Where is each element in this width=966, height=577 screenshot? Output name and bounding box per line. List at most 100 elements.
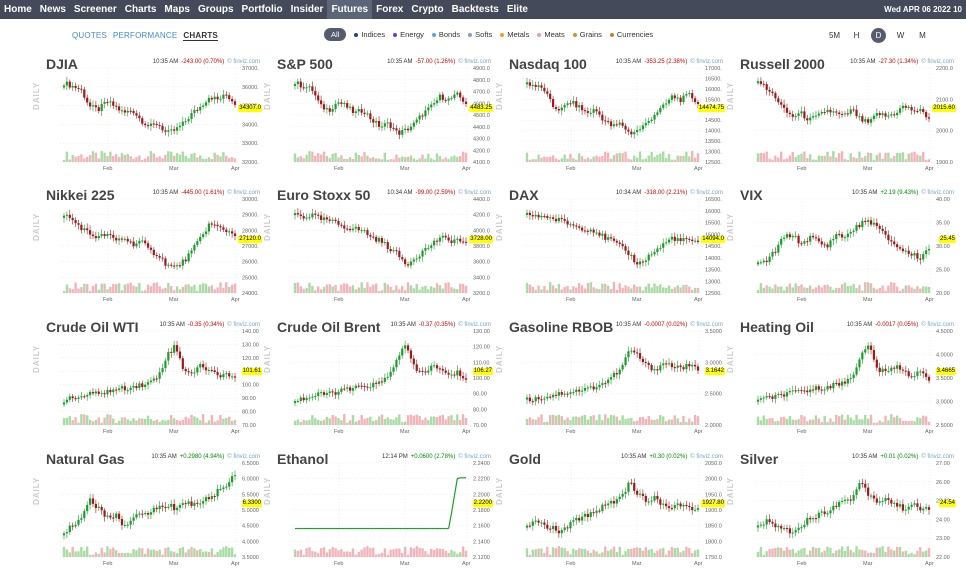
nav-futures[interactable]: Futures [327, 0, 373, 19]
nav-news[interactable]: News [39, 4, 66, 15]
tab-quotes[interactable]: QUOTES [72, 31, 107, 40]
chart-title[interactable]: Heating Oil [740, 319, 814, 335]
nav-insider[interactable]: Insider [290, 4, 324, 15]
chart-panel[interactable]: 16500.016000.015500.015000.014500.014000… [495, 187, 725, 312]
candle-body [161, 368, 164, 373]
chart-panel[interactable]: 40.00 35.00 30.00 25.00 20.00 Feb Mar Apr VIX 10:… [726, 187, 956, 312]
chart-title[interactable]: Silver [740, 451, 779, 467]
chart-title[interactable]: S&P 500 [277, 56, 333, 72]
chart-title[interactable]: Ethanol [277, 451, 329, 467]
chart-panel[interactable]: 27.0026.0025.0024.0023.0022.00FebMarAprS… [726, 451, 956, 576]
volume-bar [348, 286, 352, 293]
candle-body [68, 396, 71, 400]
candle-body [777, 244, 780, 253]
volume-bar [919, 155, 922, 162]
candle-body [435, 100, 439, 104]
chart-meta: 10:35 AM -0.0007 (0.02%) © finviz.com [616, 322, 723, 328]
timeframe-m[interactable]: M [919, 31, 926, 40]
volume-bar [152, 420, 156, 425]
filter-grains[interactable]: Grains [572, 30, 602, 39]
filter-all[interactable]: All [324, 28, 347, 41]
chart-title[interactable]: Nikkei 225 [46, 187, 115, 203]
chart-panel[interactable]: 130.00 120.00 110.00 100.00 90.00 80.00 70.00 F… [263, 319, 493, 444]
nav-backtests[interactable]: Backtests [451, 4, 499, 15]
candle-body [927, 117, 931, 119]
chart-title[interactable]: DJIA [46, 56, 78, 72]
chart-title[interactable]: Natural Gas [46, 451, 125, 467]
candle-body [453, 94, 456, 99]
nav-forex[interactable]: Forex [376, 4, 404, 15]
volume-bar [201, 158, 205, 162]
chart-title[interactable]: Euro Stoxx 50 [277, 187, 371, 203]
volume-bar [216, 551, 219, 557]
candle-body [878, 501, 881, 503]
volume-bar [392, 289, 395, 293]
chart-panel[interactable]: 2050.002000.001950.001900.001850.001800.… [495, 451, 725, 576]
candle-body [919, 371, 922, 373]
volume-bar [551, 155, 555, 162]
y-tick-label: 13000.0 [705, 150, 722, 156]
nav-screener[interactable]: Screener [73, 4, 117, 15]
chart-panel[interactable]: 2.2400 2.2200 2.2000 2.1800 2.1600 2.1400 2.12… [263, 451, 493, 576]
nav-groups[interactable]: Groups [197, 4, 234, 15]
nav-home[interactable]: Home [4, 4, 32, 15]
volume-bar [109, 414, 112, 425]
nav-portfolio[interactable]: Portfolio [241, 4, 283, 15]
volume-bar [566, 158, 569, 162]
candle-body [528, 82, 531, 86]
volume-bar [74, 156, 77, 162]
chart-panel[interactable]: 3.5000 3.0000 2.5000 2.0000 Feb Mar Apr Gasolin… [495, 319, 725, 444]
chart-title[interactable]: Russell 2000 [740, 56, 825, 72]
filter-softs[interactable]: Softs [468, 30, 492, 39]
chart-panel[interactable]: 4900.004800.004700.004600.004500.004400.… [263, 56, 493, 181]
filter-energy[interactable]: Energy [393, 30, 424, 39]
chart-title[interactable]: DAX [509, 187, 539, 203]
tab-performance[interactable]: PERFORMANCE [112, 31, 178, 40]
nav-charts[interactable]: Charts [124, 4, 157, 15]
candle-body [181, 121, 184, 126]
candle-body [694, 509, 697, 511]
volume-bar [528, 284, 532, 293]
chart-panel[interactable]: 6.5000 6.0000 5.5000 5.0000 4.5000 4.0000 3.50… [32, 451, 262, 576]
chart-title[interactable]: VIX [740, 187, 763, 203]
volume-bar [441, 415, 445, 425]
y-tick-label: 2.5000 [936, 423, 953, 429]
nav-crypto[interactable]: Crypto [411, 4, 444, 15]
filter-meats[interactable]: Meats [537, 30, 565, 39]
chart-panel[interactable]: 37000.036000.035000.034000.033000.032000… [32, 56, 262, 181]
timeframe-5m[interactable]: 5M [828, 31, 841, 40]
nav-elite[interactable]: Elite [506, 4, 528, 15]
chart-panel[interactable]: 30000.029000.028000.027000.026000.025000… [32, 187, 262, 312]
candle-body [881, 501, 884, 503]
nav-maps[interactable]: Maps [164, 4, 190, 15]
filter-bonds[interactable]: Bonds [431, 30, 460, 39]
chart-title[interactable]: Nasdaq 100 [509, 56, 587, 72]
last-price-tag: 14094.0 [701, 236, 725, 244]
chart-panel[interactable]: 140.00130.00120.00110.00100.0090.0080.00… [32, 319, 262, 444]
chart-title[interactable]: Crude Oil Brent [277, 319, 381, 335]
chart-title[interactable]: Gasoline RBOB [509, 319, 614, 335]
volume-bar [453, 420, 456, 425]
timeframe-h[interactable]: H [853, 31, 860, 40]
volume-bar [635, 157, 639, 162]
timeframe-w[interactable]: W [896, 31, 905, 40]
chart-panel[interactable]: 2200.002100.002000.001900.00FebMarAprRus… [726, 56, 956, 181]
candle-body [638, 353, 642, 359]
candle-body [409, 126, 413, 131]
candle-body [913, 110, 916, 112]
y-tick-label: 34000.0 [242, 122, 259, 128]
filter-currencies[interactable]: Currencies [609, 30, 653, 39]
chart-title[interactable]: Crude Oil WTI [46, 319, 139, 335]
volume-bar [884, 290, 887, 293]
candle-body [780, 393, 783, 395]
filter-indices[interactable]: Indices [354, 30, 385, 39]
filter-metals[interactable]: Metals [500, 30, 529, 39]
chart-title[interactable]: Gold [509, 451, 541, 467]
volume-bar [872, 287, 876, 293]
chart-panel[interactable]: 17000.016500.016000.015500.015000.014500… [495, 56, 725, 181]
volume-bar [418, 158, 421, 162]
chart-panel[interactable]: 4400.004200.004000.003800.003600.003400.… [263, 187, 493, 312]
chart-panel[interactable]: 4.5000 4.0000 3.5000 3.0000 2.5000 Feb Mar Apr H… [726, 319, 956, 444]
timeframe-d[interactable]: D [871, 28, 886, 43]
tab-charts[interactable]: CHARTS [183, 31, 218, 41]
